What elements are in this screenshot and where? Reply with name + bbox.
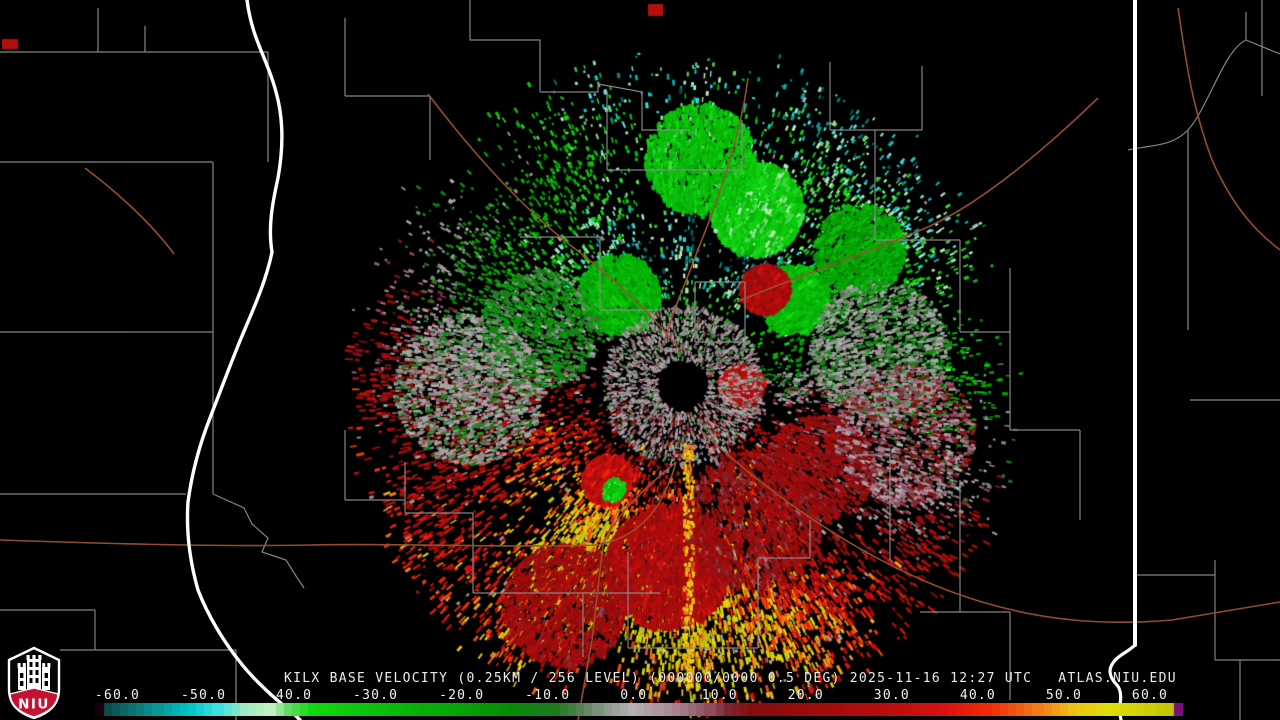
colorbar-tick-label: -40.0 xyxy=(267,688,313,703)
colorbar-tick-label: -60.0 xyxy=(94,688,141,703)
niu-castle-icon xyxy=(17,655,51,690)
colorbar-tick-label: 0.0 xyxy=(620,688,648,703)
caption-datetime: 2025-11-16 12:27 UTC xyxy=(849,671,1033,686)
colorbar-tick-label: 60.0 xyxy=(1131,688,1169,703)
niu-red-band xyxy=(9,687,59,718)
colorbar-tick-label: 50.0 xyxy=(1045,688,1082,703)
niu-logo: NIU xyxy=(7,646,61,720)
colorbar-tick-labels: -60.0 -50.0 -40.0 -30.0 -20.0 -10.0 0.0 10.0 20.… xyxy=(0,688,1280,703)
caption-source: ATLAS.NIU.EDU xyxy=(1058,671,1177,686)
caption-product-text: KILX BASE VELOCITY (0.25KM / 256 LEVEL) … xyxy=(284,671,841,686)
colorbar-tick-label: 40.0 xyxy=(959,688,996,703)
colorbar-tick-label: -20.0 xyxy=(439,688,485,703)
colorbar-tick-label: 20.0 xyxy=(787,688,824,703)
colorbar-tick-label: -30.0 xyxy=(353,688,399,703)
colorbar-tick-label: -50.0 xyxy=(180,688,227,703)
colorbar-tick-label: 10.0 xyxy=(701,688,738,703)
colorbar xyxy=(95,703,1183,716)
niu-logo-text: NIU xyxy=(18,697,50,713)
colorbar-tick-label: -10.0 xyxy=(525,688,571,703)
product-caption: KILX BASE VELOCITY (0.25KM / 256 LEVEL) … xyxy=(284,671,1177,686)
colorbar-tick-label: 30.0 xyxy=(873,688,910,703)
